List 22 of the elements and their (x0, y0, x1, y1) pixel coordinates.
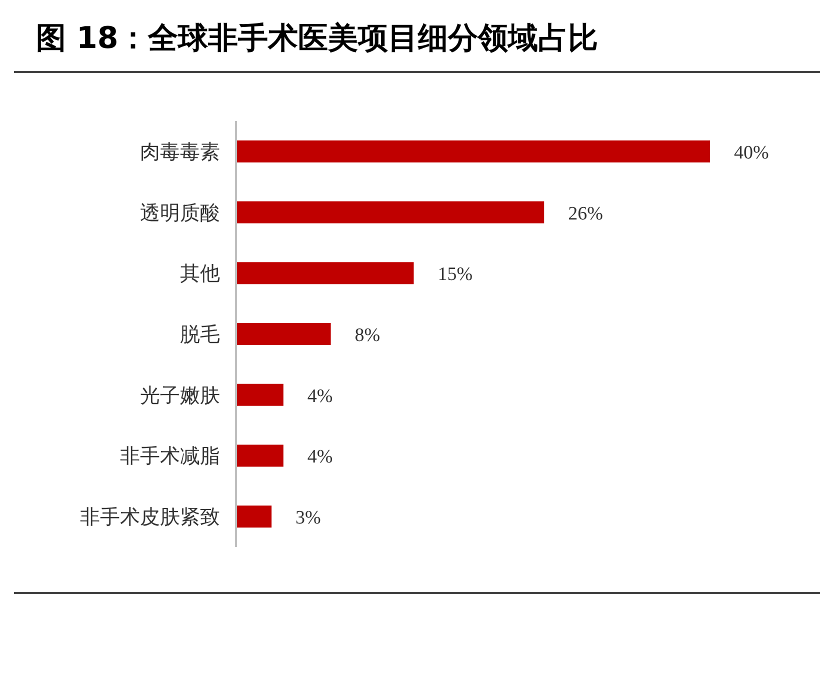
bar (236, 140, 710, 162)
bar (236, 444, 284, 467)
bar (236, 262, 414, 284)
y-tick-label: 非手术减脂 (120, 444, 220, 468)
y-tick-label: 透明质酸 (140, 200, 220, 224)
data-label: 40% (734, 142, 769, 164)
bar (236, 506, 272, 528)
y-tick-label: 其他 (180, 261, 220, 286)
data-label: 15% (438, 264, 473, 286)
data-label: 3% (296, 508, 322, 529)
data-label: 4% (307, 446, 333, 468)
y-tick-label: 肉毒毒素 (140, 139, 220, 164)
bar (236, 201, 544, 224)
bar (236, 323, 331, 345)
y-tick-label: 脱毛 (180, 322, 220, 346)
y-tick-label: 光子嫩肤 (140, 382, 220, 407)
chart-title: 图 18：全球非手术医美项目细分领域占比 (36, 21, 598, 56)
data-label: 8% (354, 325, 380, 346)
bar (236, 384, 284, 406)
data-label: 26% (568, 203, 604, 224)
data-label: 4% (307, 386, 333, 407)
y-tick-label: 非手术皮肤紧致 (80, 504, 220, 529)
